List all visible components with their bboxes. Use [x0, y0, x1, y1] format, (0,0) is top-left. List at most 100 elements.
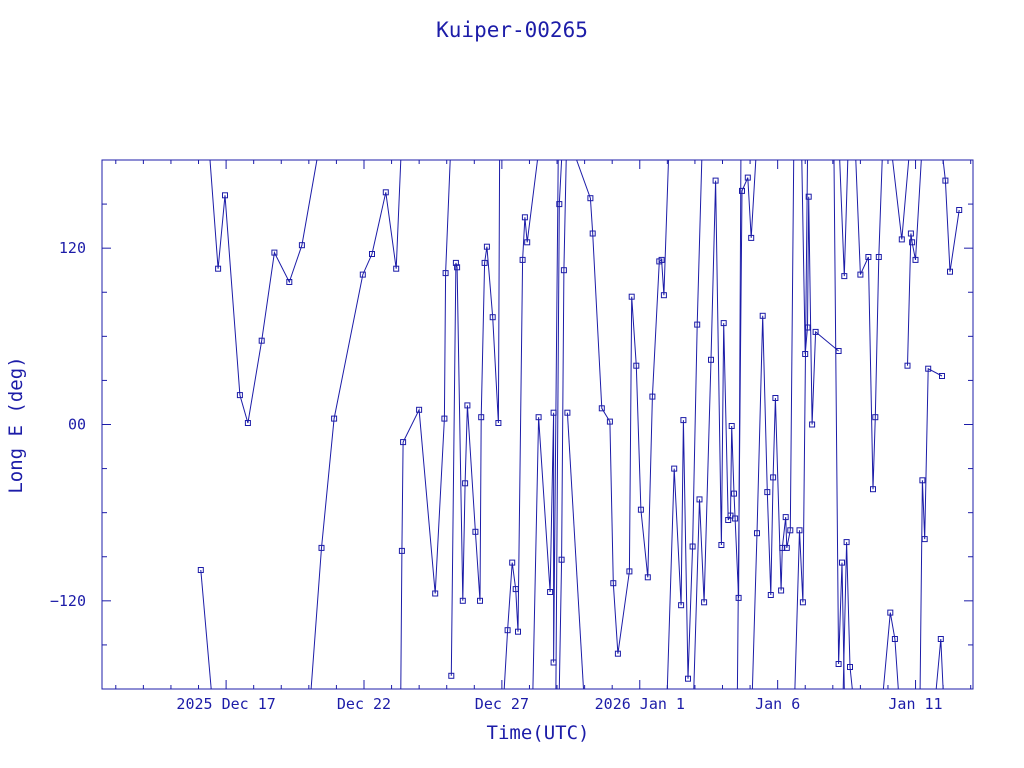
data-point — [441, 415, 448, 422]
track-segment-17 — [833, 160, 845, 689]
track-segment-2 — [310, 160, 402, 689]
data-point — [649, 393, 656, 400]
data-point — [921, 536, 928, 543]
data-point — [504, 627, 511, 634]
data-point — [732, 515, 739, 522]
data-point — [767, 592, 774, 598]
data-point — [236, 392, 243, 399]
data-point — [462, 480, 469, 487]
track-segment-0 — [200, 569, 212, 689]
track-segment-8 — [555, 160, 563, 689]
data-point — [400, 439, 407, 446]
data-point — [489, 314, 496, 321]
data-point — [939, 373, 945, 379]
data-point — [271, 249, 278, 256]
track-segment-1 — [209, 160, 318, 424]
data-point — [398, 547, 405, 554]
track-segment-25 — [935, 638, 944, 689]
data-point — [812, 328, 819, 335]
track-segment-19 — [842, 542, 853, 689]
data-point — [614, 650, 621, 657]
x-axis-label: Time(UTC) — [487, 722, 590, 744]
data-point — [744, 174, 751, 181]
data-point — [759, 312, 766, 319]
axis-tick-labels: 2025 Dec 17 Dec 22 Dec 27 2026 Jan 1 Jan 6 Ja… — [50, 239, 943, 713]
data-point — [708, 356, 714, 363]
track-segment-22 — [892, 160, 910, 240]
track-segment-15 — [794, 160, 808, 689]
data-point — [898, 236, 905, 243]
data-point — [891, 636, 898, 642]
data-point — [770, 474, 777, 481]
data-point — [331, 415, 338, 422]
data-point — [839, 559, 845, 566]
data-point — [442, 270, 449, 277]
data-point — [472, 528, 479, 535]
track-segment-7 — [558, 160, 567, 689]
data-point — [712, 177, 719, 184]
x-tick-label: Dec 27 — [475, 695, 529, 713]
data-point — [547, 589, 554, 595]
data-point — [215, 265, 222, 272]
data-point — [432, 590, 439, 597]
data-point — [772, 395, 779, 401]
data-point — [782, 514, 789, 521]
data-point — [369, 251, 375, 257]
data-point — [477, 597, 483, 604]
data-point — [872, 414, 879, 421]
data-point — [658, 256, 665, 263]
data-point — [857, 271, 864, 278]
data-point — [718, 542, 725, 548]
data-point — [244, 420, 251, 426]
track-segment-9 — [566, 412, 584, 689]
data-point — [359, 271, 366, 278]
data-point — [671, 465, 678, 472]
data-point — [942, 177, 949, 184]
data-point — [804, 324, 811, 331]
y-axis-label: Long E (deg) — [5, 356, 27, 493]
track-segment-21 — [882, 612, 899, 689]
data-point — [875, 254, 882, 260]
data-point — [298, 242, 305, 249]
data-point — [550, 409, 557, 416]
x-tick-label: Dec 22 — [337, 695, 391, 713]
data-point — [382, 189, 389, 196]
track-segment-5 — [503, 160, 538, 689]
plot-area — [197, 160, 963, 689]
data-point — [589, 230, 596, 237]
data-point — [393, 265, 400, 272]
data-point — [754, 530, 760, 537]
track-segment-20 — [855, 160, 883, 490]
data-point — [464, 402, 471, 409]
track-segment-23 — [907, 160, 922, 366]
data-point — [626, 568, 633, 575]
data-point — [598, 405, 605, 412]
data-point — [802, 351, 809, 357]
data-point — [694, 321, 701, 328]
data-point — [678, 602, 685, 609]
track-segment-13 — [736, 160, 757, 689]
data-point — [799, 599, 806, 606]
track-segment-26 — [942, 160, 960, 272]
data-point — [535, 414, 542, 421]
x-tick-label: Jan 11 — [888, 695, 942, 713]
data-point — [318, 544, 325, 551]
data-point — [515, 628, 521, 635]
data-point — [660, 292, 667, 299]
data-point — [481, 259, 488, 266]
data-point — [728, 423, 735, 429]
y-tick-label: −120 — [50, 592, 86, 610]
data-point — [680, 417, 687, 424]
data-point — [843, 539, 850, 546]
data-point — [564, 409, 571, 416]
data-point — [919, 477, 926, 484]
data-point — [509, 559, 516, 566]
data-point — [258, 337, 265, 344]
data-point — [556, 201, 563, 208]
track-segment-16 — [801, 160, 839, 425]
track-segment-24 — [919, 367, 943, 689]
data-point — [925, 365, 932, 372]
y-tick-label: 120 — [59, 239, 86, 257]
data-point — [416, 406, 423, 413]
